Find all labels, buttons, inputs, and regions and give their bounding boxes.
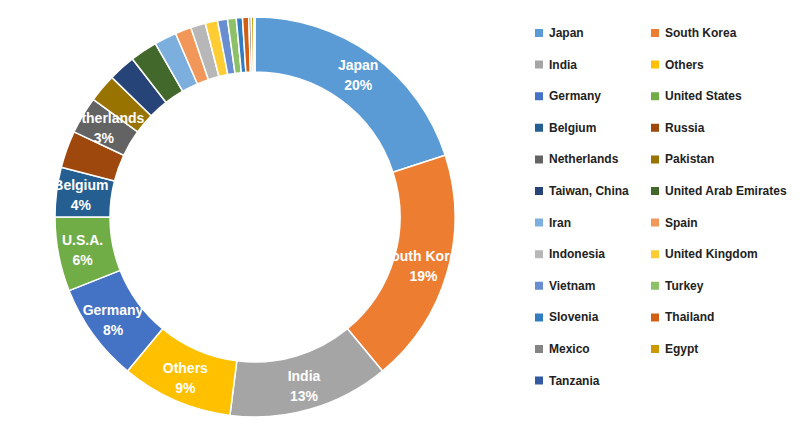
svg-text:8%: 8% [103, 322, 124, 338]
svg-text:United States: United States [665, 89, 742, 103]
svg-text:Netherlands: Netherlands [63, 110, 144, 126]
svg-text:Russia: Russia [665, 121, 705, 135]
svg-text:6%: 6% [72, 252, 93, 268]
svg-text:India: India [549, 58, 577, 72]
svg-text:Indonesia: Indonesia [549, 247, 605, 261]
svg-text:Pakistan: Pakistan [665, 152, 714, 166]
svg-text:South Korea: South Korea [665, 26, 737, 40]
svg-text:Spain: Spain [665, 216, 698, 230]
svg-text:India: India [288, 368, 321, 384]
svg-text:Others: Others [665, 58, 704, 72]
svg-text:Germany: Germany [83, 302, 144, 318]
svg-text:South Korea: South Korea [382, 248, 465, 264]
svg-text:Netherlands: Netherlands [549, 152, 619, 166]
svg-text:Taiwan, China: Taiwan, China [549, 184, 629, 198]
svg-text:Thailand: Thailand [665, 310, 714, 324]
svg-text:9%: 9% [175, 380, 196, 396]
svg-text:Turkey: Turkey [665, 279, 704, 293]
svg-text:Germany: Germany [549, 89, 601, 103]
svg-text:U.S.A.: U.S.A. [62, 232, 103, 248]
svg-text:United Arab Emirates: United Arab Emirates [665, 184, 787, 198]
svg-text:Slovenia: Slovenia [549, 310, 599, 324]
svg-text:Iran: Iran [549, 216, 571, 230]
svg-text:United Kingdom: United Kingdom [665, 247, 758, 261]
svg-text:Belgium: Belgium [549, 121, 596, 135]
svg-text:Belgium: Belgium [53, 177, 108, 193]
svg-text:4%: 4% [71, 197, 92, 213]
svg-text:19%: 19% [410, 268, 439, 284]
svg-text:3%: 3% [94, 130, 115, 146]
svg-text:Mexico: Mexico [549, 342, 590, 356]
svg-text:Egypt: Egypt [665, 342, 698, 356]
svg-text:Tanzania: Tanzania [549, 374, 600, 388]
svg-text:13%: 13% [290, 388, 319, 404]
svg-text:Japan: Japan [549, 26, 584, 40]
svg-text:20%: 20% [344, 77, 373, 93]
svg-text:Japan: Japan [338, 57, 378, 73]
svg-text:Vietnam: Vietnam [549, 279, 595, 293]
svg-text:Others: Others [163, 360, 208, 376]
